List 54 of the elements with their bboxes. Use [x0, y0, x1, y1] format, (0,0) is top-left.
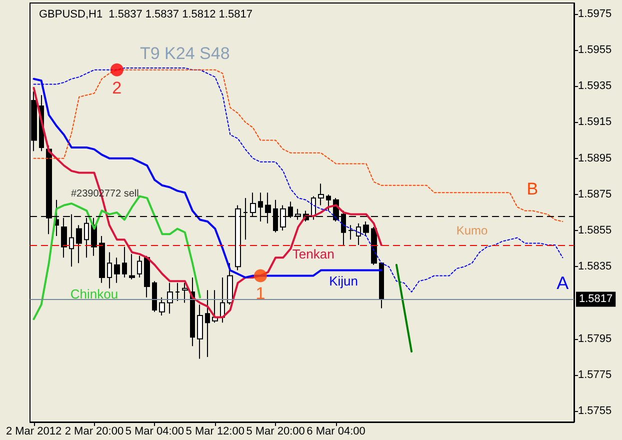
candlestick	[205, 290, 210, 358]
candlestick	[175, 282, 180, 302]
y-tick-label: 1.5955	[578, 44, 612, 56]
candlestick	[159, 296, 165, 316]
x-tick-label: 5 Mar 20:00	[246, 426, 305, 438]
candlestick	[197, 304, 203, 360]
candlestick	[76, 224, 82, 264]
ref-line-label: 1.5817	[579, 293, 613, 306]
line-series	[32, 195, 201, 320]
candlestick	[318, 183, 324, 206]
y-tick-label: 1.5835	[578, 260, 612, 273]
y-tick-label: 1.5855	[578, 224, 612, 237]
candlestick	[379, 262, 384, 309]
x-tick-label: 2 Mar 20:00	[64, 426, 124, 438]
y-tick-label: 1.5895	[578, 152, 612, 164]
series-label: 2	[112, 78, 122, 98]
candlestick	[212, 290, 218, 324]
candlestick	[167, 282, 173, 314]
y-tick-label: 1.5755	[578, 405, 612, 418]
annotation: T9 K24 S48	[140, 44, 230, 64]
annotation: Kumo	[456, 224, 488, 238]
candlestick	[363, 221, 369, 236]
series-label: 1	[256, 284, 266, 304]
candlestick	[326, 194, 331, 212]
x-tick-label: 5 Mar 12:00	[186, 426, 244, 438]
candlestick	[99, 235, 105, 284]
series-label: Chinkou	[70, 286, 118, 302]
y-tick-label: 1.5935	[578, 80, 612, 92]
x-tick-label: 6 Mar 04:00	[306, 426, 366, 438]
y-tick-label: 1.5875	[578, 188, 612, 200]
series-label: B	[526, 180, 538, 199]
candlestick	[371, 226, 377, 266]
candlestick	[107, 252, 112, 289]
candlestick	[122, 246, 127, 278]
x-tick-label: 5 Mar 04:00	[125, 426, 184, 438]
candlestick	[182, 282, 188, 304]
y-tick-label: 1.5975	[578, 8, 612, 20]
candlestick	[137, 255, 142, 278]
x-tick-label: 2 Mar 2012	[6, 426, 62, 438]
y-tick-label: 1.5795	[578, 332, 612, 345]
text: GBPUSD,H1 1.5837 1.5837 1.5812 1.5817	[39, 8, 252, 20]
y-tick-label: 1.5775	[578, 369, 612, 382]
candlestick	[114, 257, 120, 284]
series-label: A	[556, 272, 569, 293]
series-label: Kijun	[329, 274, 358, 289]
y-tick-label: 1.5915	[578, 116, 612, 128]
candlestick	[190, 277, 195, 347]
candlestick	[129, 254, 135, 280]
candlestick	[220, 277, 225, 324]
candlestick	[356, 222, 361, 246]
series-label: Tenkan	[292, 246, 334, 262]
candlestick	[152, 280, 157, 312]
candlestick	[227, 262, 233, 306]
candlestick	[348, 224, 354, 240]
